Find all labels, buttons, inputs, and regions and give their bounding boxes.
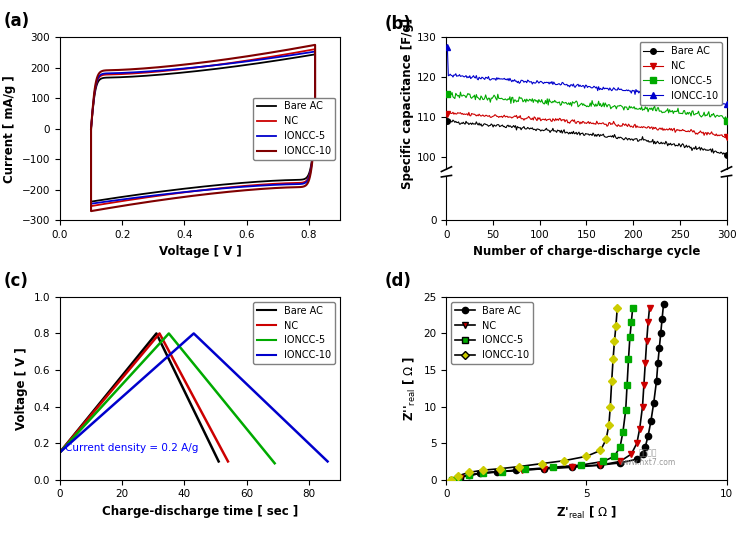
Legend: Bare AC, NC, IONCC-5, IONCC-10: Bare AC, NC, IONCC-5, IONCC-10 bbox=[640, 42, 722, 104]
Text: (a): (a) bbox=[4, 12, 30, 30]
X-axis label: Voltage [ V ]: Voltage [ V ] bbox=[159, 245, 241, 259]
Y-axis label: Specific capacitance [F/g]: Specific capacitance [F/g] bbox=[401, 18, 414, 189]
Legend: Bare AC, NC, IONCC-5, IONCC-10: Bare AC, NC, IONCC-5, IONCC-10 bbox=[253, 98, 335, 160]
Y-axis label: Z''$_\mathrm{real}$ [ $\Omega$ ]: Z''$_\mathrm{real}$ [ $\Omega$ ] bbox=[401, 356, 418, 421]
Text: Current density = 0.2 A/g: Current density = 0.2 A/g bbox=[64, 443, 198, 454]
Text: (d): (d) bbox=[385, 272, 412, 290]
Text: 浩性炭网
www.hxt7.com: 浩性炭网 www.hxt7.com bbox=[620, 448, 676, 467]
Y-axis label: Current [ mA/g ]: Current [ mA/g ] bbox=[3, 75, 16, 183]
X-axis label: Z'$_\mathrm{real}$ [ $\Omega$ ]: Z'$_\mathrm{real}$ [ $\Omega$ ] bbox=[556, 505, 617, 521]
Legend: Bare AC, NC, IONCC-5, IONCC-10: Bare AC, NC, IONCC-5, IONCC-10 bbox=[452, 302, 533, 364]
X-axis label: Number of charge-discharge cycle: Number of charge-discharge cycle bbox=[473, 245, 700, 259]
Y-axis label: Voltage [ V ]: Voltage [ V ] bbox=[15, 347, 28, 430]
X-axis label: Charge-discharge time [ sec ]: Charge-discharge time [ sec ] bbox=[102, 505, 298, 518]
Legend: Bare AC, NC, IONCC-5, IONCC-10: Bare AC, NC, IONCC-5, IONCC-10 bbox=[253, 302, 335, 364]
Text: (b): (b) bbox=[385, 15, 412, 34]
Text: (c): (c) bbox=[4, 272, 28, 290]
